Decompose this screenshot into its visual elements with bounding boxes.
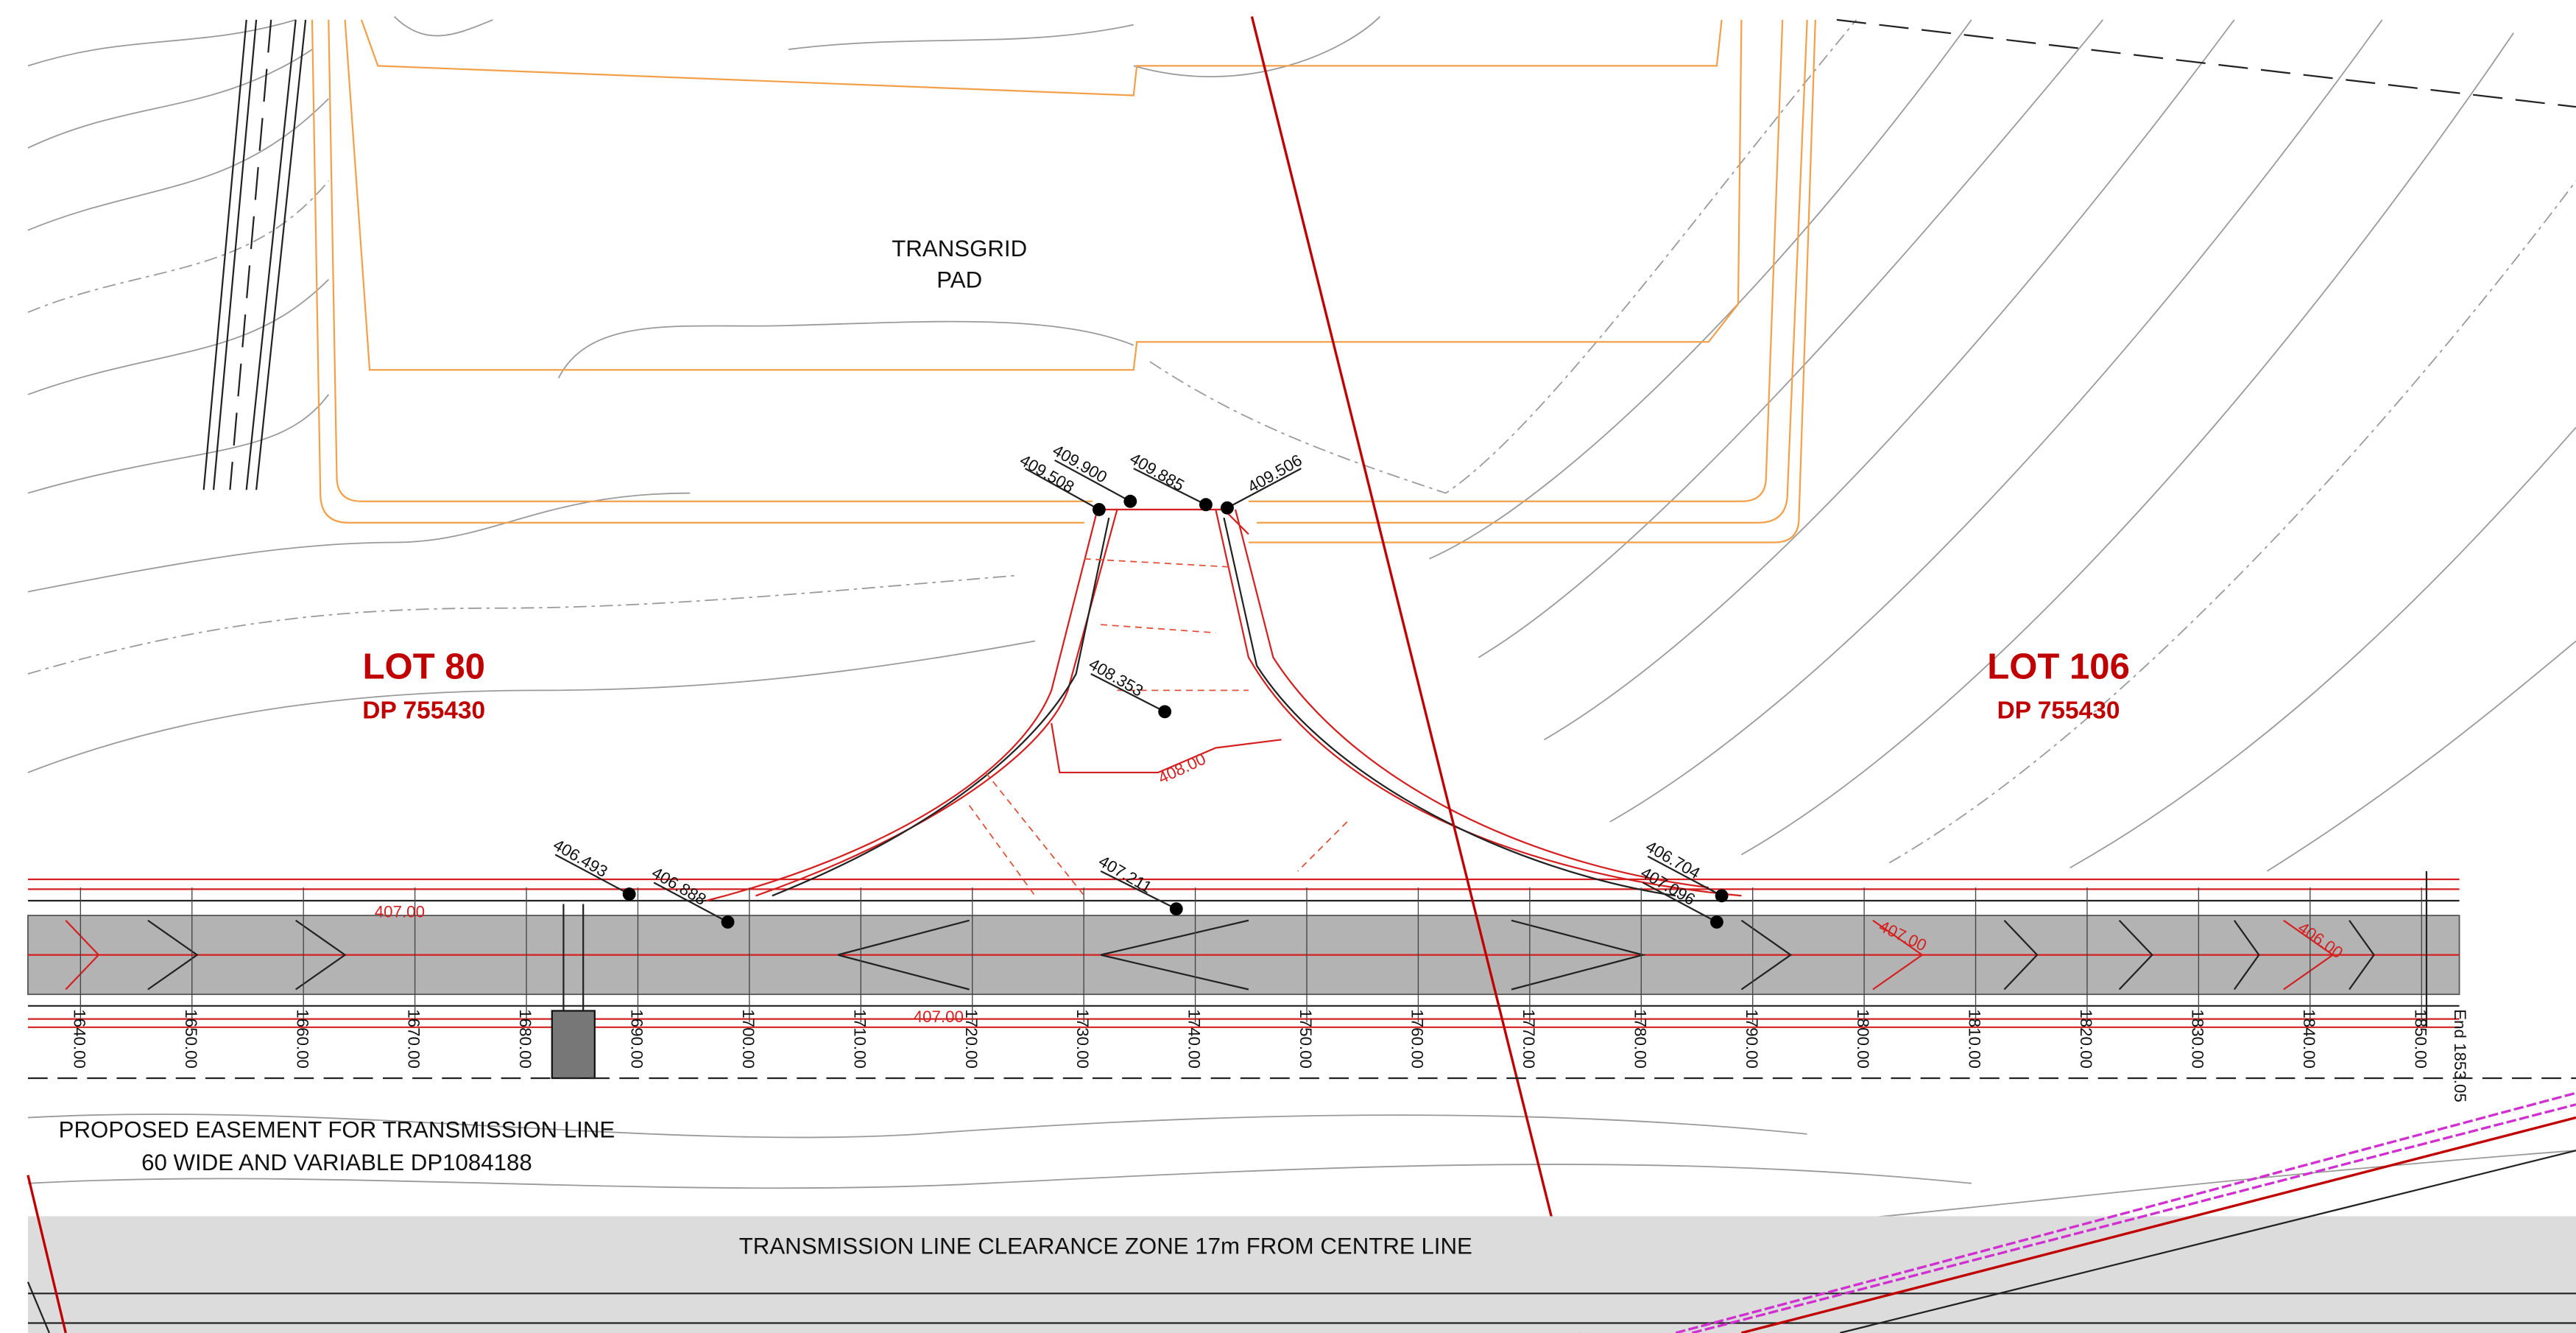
chainage-label: 1790.00 [1743,1009,1761,1069]
chainage-label: 1820.00 [2077,1009,2095,1069]
chainage-label: 1730.00 [1073,1009,1092,1069]
chainage-label: 1850.00 [2411,1009,2429,1069]
chainage-label: 1660.00 [293,1009,311,1069]
level-points: 409.508 409.900 409.885 409.506 408.353 … [550,441,1729,929]
lot-name: LOT 106 [1987,647,2130,687]
pad-label: PAD [936,267,982,293]
chainage-label: 1810.00 [1966,1009,1984,1069]
chainage-label: 1640.00 [70,1009,88,1069]
chainage-label: 1740.00 [1185,1009,1204,1069]
level-label: 407.211 [1095,852,1155,897]
pad-label: TRANSGRID [892,236,1027,261]
level-label: 409.506 [1244,451,1305,496]
road [27,871,2460,1080]
contour-label: 407.00 [914,1007,964,1026]
chainage-label: 1690.00 [628,1009,646,1069]
transmission-lines [27,1091,2576,1333]
level-label: 406.493 [550,835,610,881]
chainage-end: End 1853.05 [2451,1009,2469,1102]
lot-name: LOT 80 [363,647,485,687]
chainage-label: 1780.00 [1631,1009,1649,1069]
clearance-lines [27,1292,2576,1324]
chainage-label: 1830.00 [2188,1009,2206,1069]
chainage-label: 1840.00 [2300,1009,2318,1069]
chainage-label: 1650.00 [182,1009,200,1069]
chainage-label: 1760.00 [1408,1009,1427,1069]
intersection [706,16,1742,1333]
level-label: 406.888 [649,863,709,909]
transgrid-pad [311,19,1816,544]
lot-dp: DP 755430 [1997,697,2120,724]
chainage-label: 1750.00 [1296,1009,1315,1069]
easement-label: PROPOSED EASEMENT FOR TRANSMISSION LINE [59,1116,615,1142]
level-label: 408.353 [1086,655,1146,700]
chainage-label: 1770.00 [1520,1009,1538,1069]
easement-label: 60 WIDE AND VARIABLE DP1084188 [141,1150,532,1175]
chainage-label: 1700.00 [739,1009,758,1069]
chainages: 1640.00 1650.00 1660.00 1670.00 1680.00 1690.… [70,887,2429,1069]
level-label: 409.885 [1127,449,1188,495]
contour-label: 407.00 [375,902,425,921]
chainage-label: 1710.00 [850,1009,869,1069]
lot-dp: DP 755430 [362,697,485,724]
chainage-label: 1800.00 [1854,1009,1872,1069]
chainage-label: 1670.00 [405,1009,423,1069]
power-line [202,18,2576,490]
clearance-zone [27,1216,2576,1333]
chainage-label: 1680.00 [516,1009,534,1069]
contour-label: 408.00 [1155,750,1208,787]
clearance-label: TRANSMISSION LINE CLEARANCE ZONE 17m FRO… [739,1234,1472,1259]
chainage-label: 1720.00 [962,1009,981,1069]
